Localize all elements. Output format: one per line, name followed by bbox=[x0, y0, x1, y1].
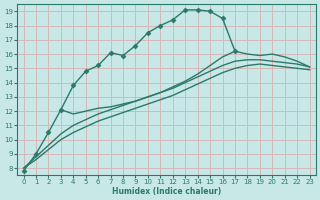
X-axis label: Humidex (Indice chaleur): Humidex (Indice chaleur) bbox=[112, 187, 221, 196]
